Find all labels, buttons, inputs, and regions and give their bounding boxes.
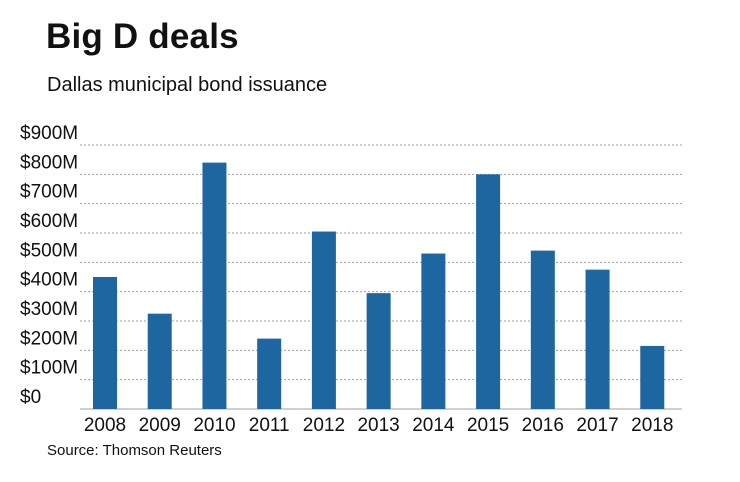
y-axis-ticks: $0 $100M $200M $300M $400M $500M $600M $700M $80… <box>20 123 78 408</box>
bar-2011 <box>257 338 282 409</box>
y-tick-label: $800M <box>20 152 78 173</box>
bar-2018 <box>640 345 665 409</box>
y-tick-label: $900M <box>20 123 78 144</box>
bar-2012 <box>311 231 336 409</box>
x-tick-label-2009: 2009 <box>139 415 181 436</box>
y-tick-label: $600M <box>20 211 78 232</box>
x-tick-label-2014: 2014 <box>412 415 455 436</box>
bars <box>93 162 665 409</box>
bar-2017 <box>585 269 610 409</box>
x-tick-label-2017: 2017 <box>576 415 618 436</box>
bar-2009 <box>147 313 172 409</box>
bar-2016 <box>530 250 555 409</box>
source-note: Source: Thomson Reuters <box>47 442 222 459</box>
x-tick-label-2016: 2016 <box>522 415 564 436</box>
x-tick-label-2012: 2012 <box>303 415 345 436</box>
bar-2015 <box>476 174 501 409</box>
chart-subtitle: Dallas municipal bond issuance <box>47 74 328 96</box>
chart-title: Big D deals <box>46 17 239 56</box>
x-tick-label-2008: 2008 <box>84 415 126 436</box>
y-tick-label: $200M <box>20 328 78 349</box>
x-tick-label-2015: 2015 <box>467 415 509 436</box>
x-axis-ticks: 2008 2009 2010 2011 2012 2013 2014 2015 2016 2017… <box>84 415 674 436</box>
y-tick-label: $700M <box>20 182 78 203</box>
bar-2008 <box>93 277 117 409</box>
y-tick-label: $400M <box>20 270 78 291</box>
x-tick-label-2011: 2011 <box>249 415 290 436</box>
x-tick-label-2010: 2010 <box>193 415 235 436</box>
y-tick-label: $100M <box>20 358 78 379</box>
y-tick-label: $300M <box>20 299 78 320</box>
y-tick-label: $0 <box>20 387 41 408</box>
bar-2013 <box>366 293 391 409</box>
x-tick-label-2013: 2013 <box>357 415 399 436</box>
bar-2014 <box>421 253 446 409</box>
bar-2010 <box>202 162 227 409</box>
y-tick-label: $500M <box>20 240 78 261</box>
x-tick-label-2018: 2018 <box>631 415 673 436</box>
